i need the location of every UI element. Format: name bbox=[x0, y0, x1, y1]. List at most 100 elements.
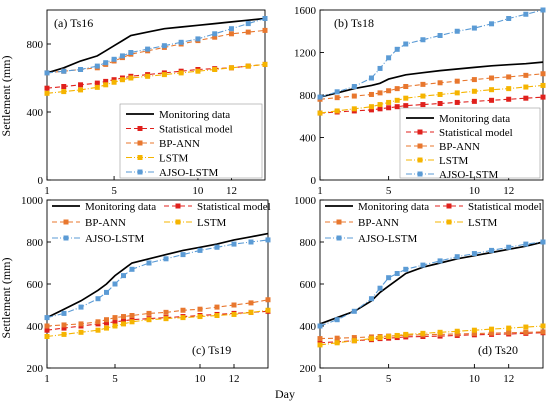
data-point bbox=[351, 106, 357, 112]
x-axis-label: Day bbox=[275, 387, 295, 401]
data-point bbox=[386, 275, 392, 281]
y-tick-label: 800 bbox=[300, 90, 317, 102]
y-tick-label: 1000 bbox=[21, 195, 44, 207]
data-point bbox=[506, 325, 512, 331]
data-point bbox=[78, 304, 84, 310]
legend-item-statistical-model: Statistical model bbox=[406, 127, 513, 139]
series-lstm bbox=[44, 307, 271, 339]
data-point bbox=[111, 77, 117, 83]
data-point bbox=[44, 85, 50, 91]
data-point bbox=[265, 237, 271, 243]
data-point bbox=[454, 328, 460, 334]
data-point bbox=[471, 327, 477, 333]
data-point bbox=[334, 89, 340, 95]
data-point bbox=[197, 247, 203, 253]
panel-title: (d) Ts20 bbox=[478, 343, 518, 357]
data-point bbox=[212, 34, 218, 40]
series-bp-ann bbox=[44, 297, 271, 329]
legend-item-statistical-model: Statistical model bbox=[164, 201, 271, 213]
series-line bbox=[319, 241, 544, 327]
data-point bbox=[351, 84, 357, 89]
series-statistical-model bbox=[44, 308, 271, 333]
legend-label: AJSO-LSTM bbox=[439, 169, 499, 181]
data-point bbox=[129, 319, 135, 325]
data-point bbox=[44, 334, 50, 339]
data-point bbox=[78, 87, 84, 93]
data-point bbox=[368, 336, 374, 342]
data-point bbox=[403, 41, 409, 47]
data-point bbox=[44, 90, 50, 96]
data-point bbox=[506, 244, 512, 250]
data-point bbox=[317, 94, 323, 100]
series-line bbox=[319, 9, 544, 98]
data-point bbox=[119, 53, 125, 59]
data-point bbox=[540, 94, 546, 100]
legend-marker bbox=[175, 219, 181, 225]
data-point bbox=[231, 311, 237, 317]
data-point bbox=[506, 16, 512, 21]
data-point bbox=[377, 90, 383, 96]
panel-title: (a) Ts16 bbox=[54, 16, 93, 30]
data-point bbox=[161, 43, 167, 49]
data-point bbox=[437, 33, 443, 38]
data-point bbox=[44, 323, 50, 329]
data-point bbox=[523, 11, 529, 17]
legend-box bbox=[119, 103, 263, 179]
data-point bbox=[95, 327, 101, 333]
y-tick-label: 400 bbox=[300, 133, 317, 145]
legend-label: BP-ANN bbox=[358, 217, 399, 229]
data-point bbox=[471, 98, 477, 104]
data-point bbox=[471, 331, 477, 337]
series-bp-ann bbox=[317, 71, 546, 102]
data-point bbox=[111, 79, 117, 85]
series-line bbox=[46, 63, 266, 94]
data-point bbox=[129, 266, 135, 272]
legend-label: BP-ANN bbox=[85, 217, 126, 229]
legend-item-bp-ann: BP-ANN bbox=[52, 217, 126, 229]
data-point bbox=[540, 323, 546, 329]
legend-label: LSTM bbox=[159, 153, 189, 165]
data-point bbox=[506, 74, 512, 80]
data-point bbox=[377, 65, 383, 71]
x-tick-label: 12 bbox=[503, 373, 514, 385]
data-point bbox=[121, 273, 126, 279]
data-point bbox=[44, 70, 50, 76]
data-point bbox=[163, 256, 169, 262]
data-point bbox=[489, 326, 495, 332]
data-point bbox=[228, 65, 234, 71]
data-point bbox=[262, 16, 268, 21]
panel-c: 200 400 600 800 1000 1 5 10 12 (c) Ts19 Monitoring… bbox=[21, 195, 271, 385]
series-monitoring-data bbox=[319, 61, 544, 98]
series-line bbox=[46, 17, 266, 74]
legend-marker bbox=[137, 169, 143, 175]
data-point bbox=[231, 302, 237, 308]
data-point bbox=[386, 105, 392, 111]
data-point bbox=[454, 28, 460, 34]
data-point bbox=[121, 318, 126, 324]
data-point bbox=[104, 325, 109, 331]
panel-d: 200 400 600 800 1000 1 5 10 12 (d) Ts20 Monitoring… bbox=[294, 195, 546, 385]
x-tick-label: 12 bbox=[503, 185, 514, 197]
series-line bbox=[46, 310, 269, 331]
data-point bbox=[78, 329, 84, 335]
series-line bbox=[46, 17, 266, 74]
legend-marker bbox=[63, 219, 69, 225]
data-point bbox=[178, 70, 184, 76]
series-monitoring-data bbox=[319, 241, 544, 325]
x-tick-label: 12 bbox=[229, 373, 240, 385]
data-point bbox=[540, 239, 546, 245]
y-tick-label: 200 bbox=[27, 363, 44, 375]
legend-label: AJSO-LSTM bbox=[85, 233, 145, 245]
data-point bbox=[523, 241, 529, 247]
data-point bbox=[78, 82, 84, 88]
legend-marker bbox=[63, 235, 69, 241]
data-point bbox=[334, 317, 340, 323]
data-point bbox=[437, 91, 443, 97]
legend-item-bp-ann: BP-ANN bbox=[325, 217, 399, 229]
data-point bbox=[368, 107, 374, 113]
data-point bbox=[454, 99, 460, 105]
data-point bbox=[129, 313, 135, 318]
series-lstm bbox=[317, 82, 546, 116]
data-point bbox=[420, 262, 426, 268]
y-axis-label-bottom: Settlement (mm) bbox=[0, 258, 13, 339]
